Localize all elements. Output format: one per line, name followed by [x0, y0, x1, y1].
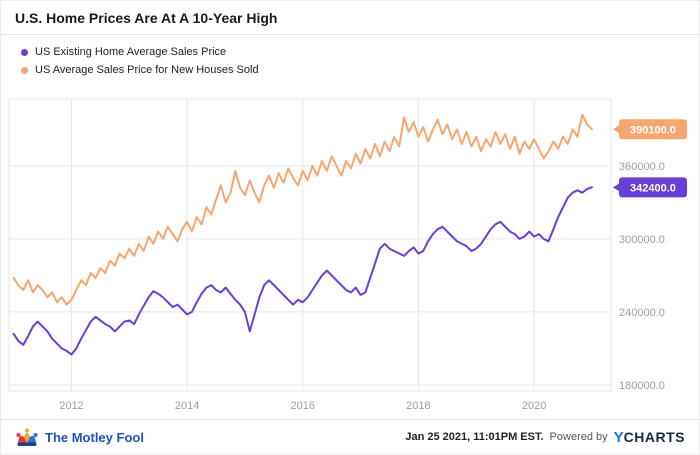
value-badge-new-houses: 390100.0: [613, 119, 687, 140]
x-axis-tick-label: 2018: [406, 400, 430, 412]
x-axis-tick-label: 2012: [59, 400, 83, 412]
x-axis-tick-label: 2020: [522, 400, 546, 412]
y-axis-tick-label: 240000.0: [619, 307, 665, 319]
jester-cap-icon: [16, 428, 38, 446]
y-axis-tick-label: 360000.0: [619, 161, 665, 173]
ycharts-logo-charts: CHARTS: [623, 428, 685, 445]
motley-fool-wordmark: The Motley Fool: [45, 429, 144, 445]
x-axis-tick-label: 2016: [291, 400, 315, 412]
line-chart: 180000.0 240000.0 300000.0 360000.0 2012 2014…: [8, 98, 687, 412]
chart-timestamp: Jan 25 2021, 11:01PM EST.: [405, 431, 544, 443]
plot-border: [8, 98, 612, 392]
legend: US Existing Home Average Sales Price US …: [21, 43, 259, 79]
series-line-new-houses: [12, 113, 593, 306]
value-badge-label: 342400.0: [630, 182, 676, 194]
value-badge-label: 390100.0: [630, 124, 676, 136]
chart-area: 180000.0 240000.0 300000.0 360000.0 2012 2014…: [1, 85, 699, 419]
ycharts-logo-y: Y: [613, 428, 624, 446]
legend-label-new-houses: US Average Sales Price for New Houses So…: [35, 64, 259, 76]
legend-dot-new-houses: [21, 66, 28, 74]
series-line-existing-homes: [12, 186, 593, 356]
value-badge-existing-homes: 342400.0: [613, 177, 687, 198]
y-axis-tick-label: 180000.0: [619, 380, 665, 392]
footer-attribution: Jan 25 2021, 11:01PM EST. Powered by Y C…: [405, 429, 685, 446]
chart-title: U.S. Home Prices Are At A 10-Year High: [15, 9, 278, 26]
ycharts-logo[interactable]: Y CHARTS: [614, 429, 685, 446]
x-axis-tick-label: 2014: [175, 400, 199, 412]
legend-dot-existing-homes: [21, 48, 28, 56]
powered-by-label: Powered by: [549, 431, 608, 443]
chart-header: U.S. Home Prices Are At A 10-Year High: [1, 1, 699, 35]
legend-item-existing-homes[interactable]: US Existing Home Average Sales Price: [21, 43, 259, 61]
footer: The Motley Fool Jan 25 2021, 11:01PM EST…: [1, 419, 699, 454]
legend-item-new-houses[interactable]: US Average Sales Price for New Houses So…: [21, 61, 259, 79]
y-axis-tick-label: 300000.0: [619, 234, 665, 246]
motley-fool-logo[interactable]: The Motley Fool: [15, 427, 144, 447]
legend-label-existing-homes: US Existing Home Average Sales Price: [35, 46, 227, 58]
